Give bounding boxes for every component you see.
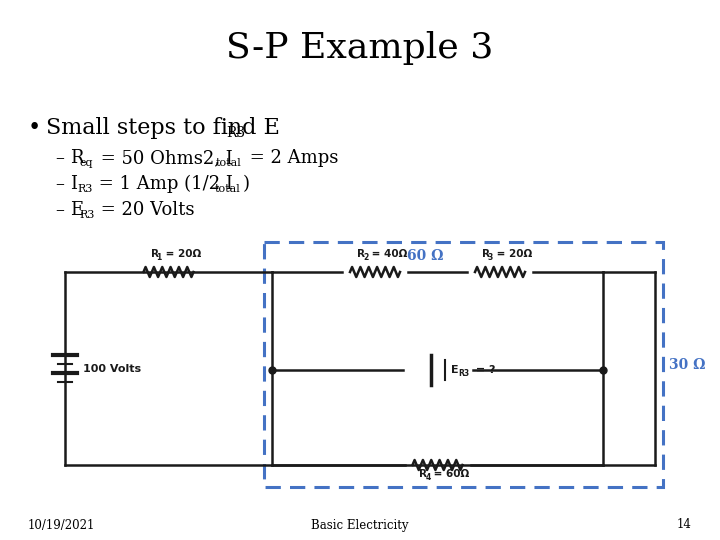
Text: = 20Ω: = 20Ω [161,249,201,259]
Text: = 20 Volts: = 20 Volts [95,201,194,219]
Text: 10/19/2021: 10/19/2021 [28,518,95,531]
Text: R: R [420,469,428,479]
Text: = 2 Amps: = 2 Amps [244,149,338,167]
Text: total: total [215,184,240,194]
Text: total: total [216,158,242,168]
Text: 2: 2 [363,253,368,262]
Text: = 40Ω: = 40Ω [368,249,408,259]
Text: Small steps to find E: Small steps to find E [46,117,280,139]
Text: –: – [55,175,64,193]
Text: 14: 14 [677,518,692,531]
Bar [264,242,663,487]
Text: R: R [150,249,158,259]
Text: –: – [55,149,64,167]
Text: R: R [70,149,84,167]
Text: Basic Electricity: Basic Electricity [311,518,409,531]
Text: E: E [70,201,83,219]
Text: R: R [482,249,490,259]
Text: –: – [55,201,64,219]
Text: 60 Ω: 60 Ω [407,249,444,263]
Text: 30 Ω: 30 Ω [669,358,706,372]
Text: 4: 4 [426,473,431,482]
Text: R3: R3 [79,210,94,220]
Text: S-P Example 3: S-P Example 3 [226,31,494,65]
Text: 100 Volts: 100 Volts [83,363,141,374]
Text: = ?: = ? [472,365,495,375]
Text: E: E [451,365,459,375]
Text: R3: R3 [226,126,245,140]
Text: I: I [70,175,77,193]
Text: •: • [28,117,41,139]
Text: R: R [357,249,365,259]
Text: 1: 1 [156,253,162,262]
Text: = 1 Amp (1/2 I: = 1 Amp (1/2 I [93,175,233,193]
Text: 3: 3 [488,253,493,262]
Text: = 60Ω: = 60Ω [431,469,469,479]
Text: = 50 Ohms2, I: = 50 Ohms2, I [95,149,233,167]
Text: eq: eq [80,158,94,168]
Text: = 20Ω: = 20Ω [493,249,532,259]
Text: R3: R3 [77,184,92,194]
Text: ): ) [243,175,250,193]
Text: R3: R3 [459,368,469,377]
